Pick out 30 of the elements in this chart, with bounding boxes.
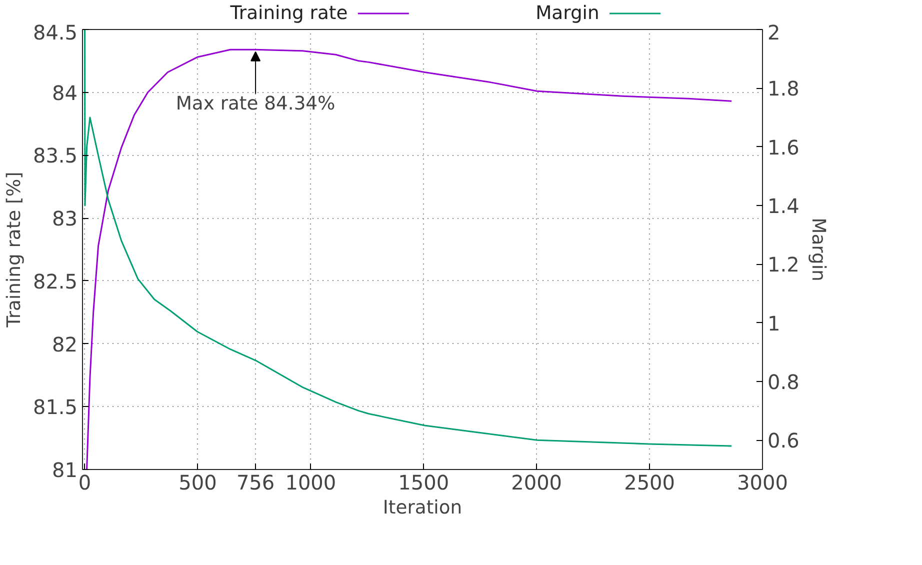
x-tick-label: 1500 bbox=[398, 470, 450, 494]
y-tick-label: 84 bbox=[52, 80, 78, 105]
y-tick-label: 84.5 bbox=[32, 20, 78, 44]
y2-tick-label: 1.8 bbox=[768, 76, 800, 101]
x-tick-label: 3000 bbox=[737, 470, 788, 494]
y-tick-label: 82.5 bbox=[32, 269, 78, 294]
x-tick-label: 2000 bbox=[511, 470, 562, 494]
y-axis-title: Training rate [%] bbox=[4, 172, 25, 328]
y2-tick-label: 1.4 bbox=[768, 194, 800, 218]
y2-tick-label: 1 bbox=[768, 311, 780, 336]
x-tick-label: 500 bbox=[178, 470, 217, 494]
x-tick-label: 1000 bbox=[285, 470, 336, 494]
y-tick-label: 81 bbox=[52, 458, 78, 482]
y-tick-label: 83.5 bbox=[32, 144, 78, 168]
y-tick-label: 81.5 bbox=[32, 395, 78, 420]
x-axis-title: Iteration bbox=[382, 498, 462, 518]
annotation: Max rate 84.34% bbox=[176, 94, 336, 115]
y2-tick-label: 1.2 bbox=[768, 252, 800, 277]
y2-tick-label: 1.6 bbox=[768, 135, 800, 160]
y2-axis-title: Margin bbox=[807, 218, 828, 282]
y-tick-label: 82 bbox=[52, 332, 78, 356]
y-tick-label: 83 bbox=[52, 206, 78, 231]
legend-label: Margin bbox=[536, 3, 600, 24]
x-tick-label: 2500 bbox=[624, 470, 675, 494]
x-tick-label: 756 bbox=[236, 470, 275, 494]
y2-tick-label: 0.8 bbox=[768, 370, 800, 394]
legend-label: Training rate bbox=[229, 3, 348, 24]
y2-tick-label: 0.6 bbox=[768, 428, 800, 453]
y2-tick-label: 2 bbox=[768, 20, 780, 44]
x-tick-label: 0 bbox=[78, 470, 92, 494]
